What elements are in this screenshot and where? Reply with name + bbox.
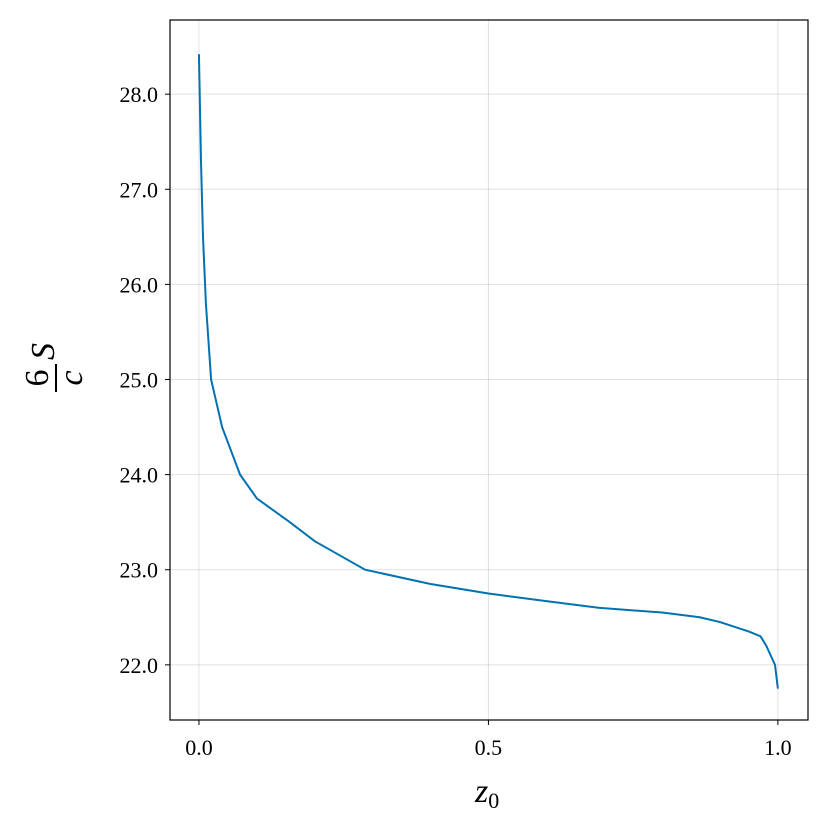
- y-tick-label: 26.0: [120, 272, 159, 297]
- y-axis-label: 6 c S: [19, 343, 90, 392]
- xlabel-subscript: 0: [488, 788, 499, 813]
- y-tick-label: 27.0: [120, 177, 159, 202]
- y-tick-label: 24.0: [120, 463, 159, 488]
- ylabel-denominator: c: [53, 370, 90, 385]
- plot-frame: [169, 19, 809, 721]
- y-tick-label: 23.0: [120, 558, 159, 583]
- x-tick-label: 0.0: [185, 735, 213, 760]
- ylabel-numerator: 6: [19, 370, 56, 387]
- x-tick-label: 1.0: [764, 735, 792, 760]
- y-tick-label: 22.0: [120, 653, 159, 678]
- ylabel-factor: S: [25, 343, 62, 360]
- data-line: [197, 54, 779, 689]
- xlabel-base: z: [474, 773, 488, 810]
- y-tick-label: 28.0: [120, 82, 159, 107]
- x-tick-label: 0.5: [475, 735, 503, 760]
- x-axis-label: z0: [474, 773, 499, 813]
- y-tick-label: 25.0: [120, 368, 159, 393]
